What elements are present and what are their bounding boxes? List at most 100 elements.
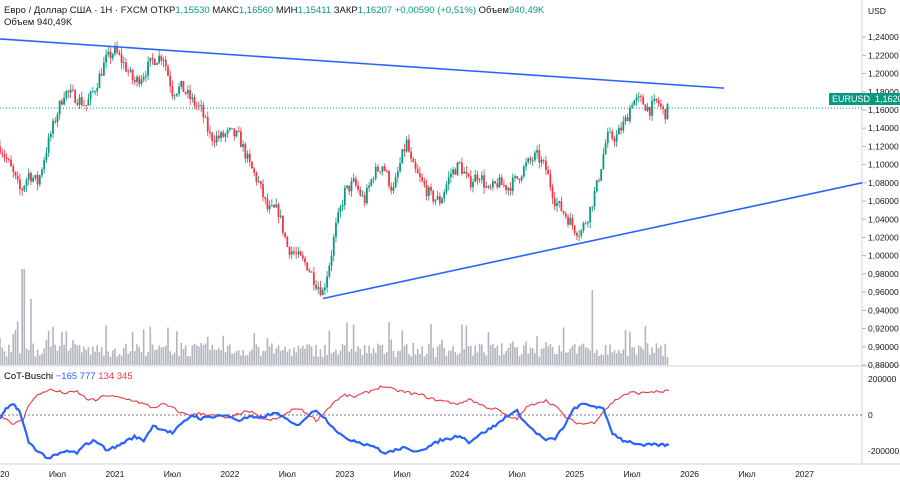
volume-bar bbox=[94, 351, 96, 365]
candle-body bbox=[58, 100, 61, 115]
candle-body bbox=[65, 90, 68, 98]
candle-body bbox=[248, 153, 251, 162]
volume-bar bbox=[36, 349, 39, 365]
volume-bar bbox=[169, 351, 171, 365]
candle-body bbox=[275, 204, 278, 208]
candle-body bbox=[593, 191, 596, 207]
volume-bar bbox=[500, 343, 503, 365]
trendlines[interactable] bbox=[0, 38, 863, 300]
volume-bar bbox=[653, 352, 656, 365]
volume-bar bbox=[72, 339, 74, 365]
candle-body bbox=[91, 91, 94, 93]
candle-body bbox=[279, 215, 282, 217]
candle-body bbox=[558, 201, 561, 203]
candle-body bbox=[204, 117, 207, 118]
candle-body bbox=[341, 205, 344, 207]
close-value: 1,16207 bbox=[357, 5, 393, 16]
volume-bar bbox=[92, 346, 94, 365]
candle-body bbox=[284, 232, 287, 238]
candle-body bbox=[193, 97, 196, 106]
candle-body bbox=[32, 177, 35, 182]
symbol-header[interactable]: Евро / Доллар США · 1Н · FXCM ОТКР1,1553… bbox=[4, 5, 544, 16]
candle-body bbox=[315, 285, 317, 289]
volume-bar bbox=[604, 344, 607, 365]
candle-body bbox=[500, 177, 503, 185]
volume-bar bbox=[74, 343, 76, 365]
time-tick-label: 2025 bbox=[565, 469, 584, 479]
volume-bar bbox=[416, 348, 419, 365]
indicator-value-red: 134 345 bbox=[98, 371, 133, 382]
candle-body bbox=[343, 187, 346, 206]
candle-body bbox=[25, 179, 28, 186]
volume-bar bbox=[142, 329, 145, 365]
volume-bar bbox=[5, 356, 8, 365]
candle-body bbox=[584, 223, 587, 225]
volume-bar bbox=[271, 343, 273, 365]
volume-bar bbox=[427, 344, 430, 365]
candle-body bbox=[52, 120, 54, 134]
time-axis[interactable]: 2020 Июл 2021 Июл 2022 Июл 2023 Июл 2024 Июл 2025 И… bbox=[0, 469, 814, 479]
price-axis[interactable]: 1,24000 1,22000 1,20000 1,18000 1,16000 1,140… bbox=[862, 32, 899, 370]
volume-bar bbox=[357, 345, 359, 365]
candle-body bbox=[359, 189, 362, 196]
volume-bar bbox=[607, 354, 609, 365]
candle-body bbox=[43, 160, 46, 170]
price-tick-label: 0,88000 bbox=[868, 360, 899, 370]
cot-red-line bbox=[0, 385, 670, 425]
candle-body bbox=[277, 204, 280, 217]
candle-body bbox=[514, 176, 516, 178]
candle-body bbox=[560, 201, 563, 212]
volume-bar bbox=[595, 349, 598, 365]
candle-body bbox=[47, 137, 50, 153]
volume-bar bbox=[248, 351, 251, 365]
candle-body bbox=[416, 168, 419, 174]
volume-bar bbox=[324, 344, 326, 365]
volume-bar bbox=[67, 350, 70, 365]
candle-body bbox=[531, 160, 534, 162]
volume-bar bbox=[624, 330, 627, 365]
candle-body bbox=[396, 171, 399, 178]
volume-bar bbox=[246, 354, 249, 365]
volume-bar bbox=[25, 348, 28, 365]
candle-body bbox=[213, 141, 216, 143]
candle-body bbox=[381, 166, 384, 172]
candle-body bbox=[580, 230, 583, 236]
candle-body bbox=[180, 81, 183, 87]
price-tick-label: 0,90000 bbox=[868, 342, 899, 352]
candle-body bbox=[613, 138, 616, 142]
candle-body bbox=[34, 175, 37, 178]
volume-bar bbox=[635, 354, 638, 365]
volume-bar bbox=[516, 347, 518, 365]
volume-bar bbox=[127, 353, 129, 365]
volume-bar bbox=[277, 345, 280, 365]
candle-body bbox=[447, 177, 450, 185]
candle-body bbox=[21, 189, 24, 191]
candle-body bbox=[211, 133, 214, 142]
volume-bar bbox=[12, 333, 15, 365]
candle-body bbox=[209, 131, 211, 134]
candle-body bbox=[293, 251, 295, 254]
volume-bar bbox=[421, 346, 423, 365]
candle-body bbox=[438, 196, 441, 204]
volume-bar bbox=[483, 352, 485, 365]
volume-bar bbox=[222, 335, 225, 365]
symbol-title[interactable]: Евро / Доллар США · 1Н · FXCM bbox=[4, 5, 148, 16]
price-tick-label: 1,12000 bbox=[868, 141, 899, 151]
price-tick-label: 1,16000 bbox=[868, 105, 899, 115]
volume-bar bbox=[640, 346, 642, 365]
volume-bar bbox=[8, 344, 10, 365]
candle-body bbox=[85, 105, 88, 107]
volume-bar bbox=[447, 350, 450, 365]
volume-bar bbox=[149, 326, 152, 365]
candle-body bbox=[363, 195, 366, 204]
candle-body bbox=[569, 217, 572, 225]
volume-bar bbox=[310, 346, 313, 365]
candle-body bbox=[491, 181, 494, 188]
candle-body bbox=[571, 217, 574, 226]
volume-bar bbox=[160, 347, 163, 365]
volume-bar bbox=[538, 356, 541, 365]
volume-legend[interactable]: Объем 940,49K bbox=[4, 17, 72, 28]
indicator-header[interactable]: CoT-Buschi −165 777 134 345 bbox=[4, 371, 133, 382]
volume-bar bbox=[286, 351, 289, 365]
